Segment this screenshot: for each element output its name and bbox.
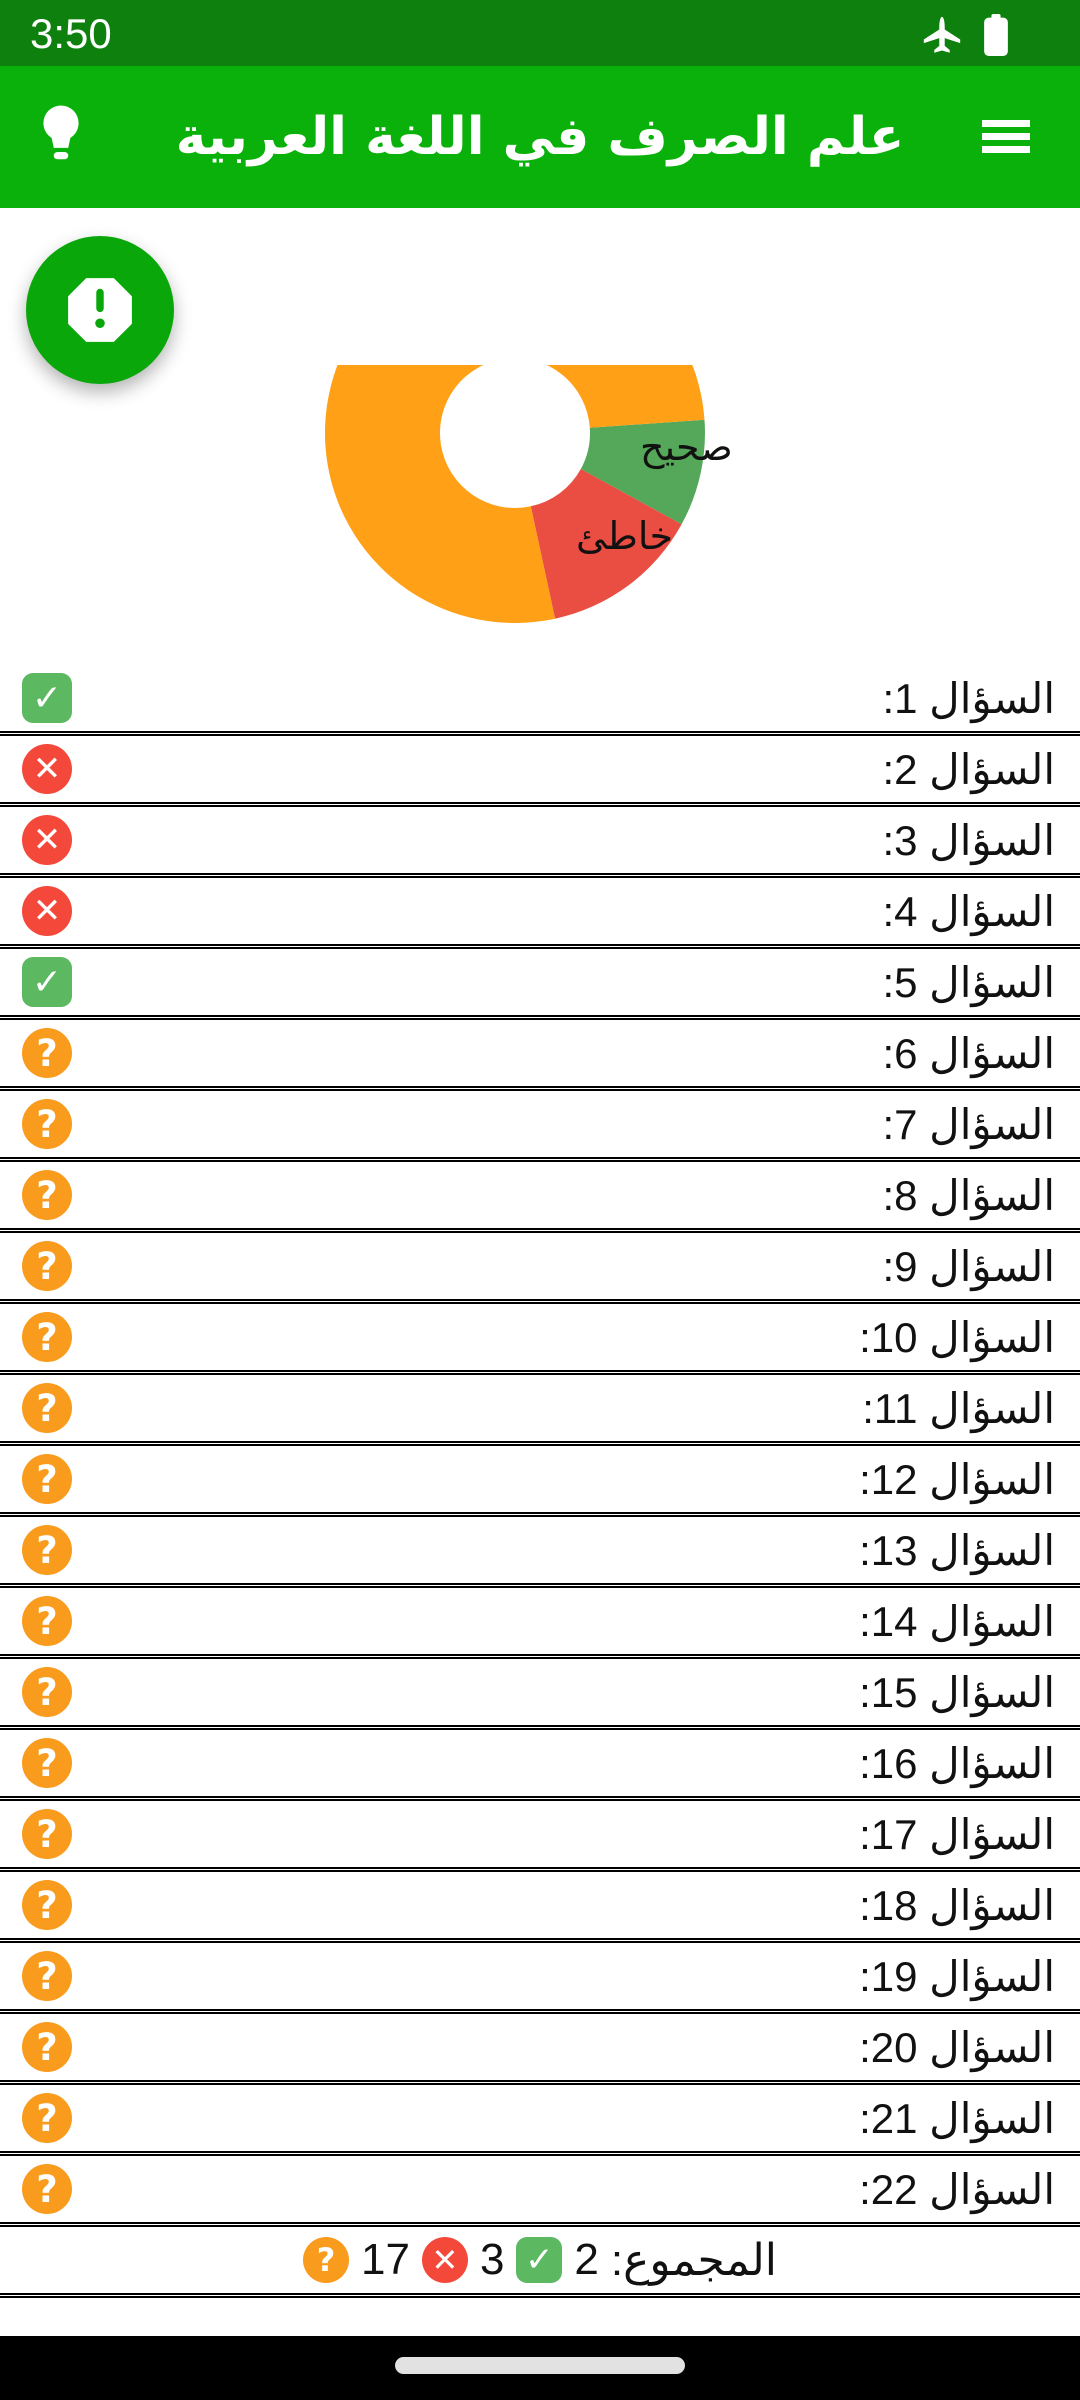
donut-segment xyxy=(580,419,705,525)
question-row[interactable]: ✕ السؤال 3: xyxy=(0,807,1080,878)
question-label: السؤال 9: xyxy=(882,1242,1055,1290)
question-row[interactable]: ? السؤال 22: xyxy=(0,2156,1080,2227)
question-row[interactable]: ✓ السؤال 5: xyxy=(0,949,1080,1020)
gesture-nav-handle[interactable] xyxy=(395,2357,685,2374)
app-bar: علم الصرف في اللغة العربية xyxy=(0,66,1080,208)
unanswered-icon: ? xyxy=(22,1241,72,1291)
question-label: السؤال 21: xyxy=(859,2094,1055,2142)
chart-label-correct: صحيح xyxy=(640,425,733,469)
unanswered-icon: ? xyxy=(22,1525,72,1575)
question-label: السؤال 15: xyxy=(859,1668,1055,1716)
clock: 3:50 xyxy=(30,10,112,57)
menu-icon xyxy=(982,120,1030,153)
question-row[interactable]: ? السؤال 15: xyxy=(0,1659,1080,1730)
question-label: السؤال 16: xyxy=(859,1739,1055,1787)
question-row[interactable]: ? السؤال 6: xyxy=(0,1020,1080,1091)
question-label: السؤال 11: xyxy=(862,1384,1055,1432)
question-row[interactable]: ? السؤال 20: xyxy=(0,2014,1080,2085)
question-row[interactable]: ? السؤال 18: xyxy=(0,1872,1080,1943)
correct-icon: ✓ xyxy=(22,957,72,1007)
donut-segment xyxy=(530,469,682,619)
question-label: السؤال 20: xyxy=(859,2023,1055,2071)
unanswered-icon: ? xyxy=(22,1667,72,1717)
unanswered-icon: ? xyxy=(302,2237,349,2283)
unanswered-icon: ? xyxy=(22,1738,72,1788)
question-row[interactable]: ? السؤال 11: xyxy=(0,1375,1080,1446)
question-label: السؤال 8: xyxy=(882,1171,1055,1219)
wrong-icon: ✕ xyxy=(421,2237,468,2283)
status-bar: 3:50 xyxy=(0,0,1080,66)
wrong-icon: ✕ xyxy=(22,815,72,865)
menu-button[interactable] xyxy=(982,120,1030,153)
unanswered-icon: ? xyxy=(22,1028,72,1078)
question-label: السؤال 5: xyxy=(882,958,1055,1006)
unanswered-icon: ? xyxy=(22,1099,72,1149)
question-label: السؤال 3: xyxy=(882,816,1055,864)
question-label: السؤال 12: xyxy=(859,1455,1055,1503)
question-label: السؤال 1: xyxy=(882,674,1055,722)
question-row[interactable]: ? السؤال 17: xyxy=(0,1801,1080,1872)
lightbulb-icon xyxy=(43,105,79,160)
question-row[interactable]: ? السؤال 16: xyxy=(0,1730,1080,1801)
unanswered-count: 17 xyxy=(360,2235,410,2284)
question-label: السؤال 7: xyxy=(882,1100,1055,1148)
wrong-icon: ✕ xyxy=(22,744,72,794)
wrong-icon: ✕ xyxy=(22,886,72,936)
unanswered-icon: ? xyxy=(22,1170,72,1220)
question-row[interactable]: ✓ السؤال 1: xyxy=(0,665,1080,736)
question-row[interactable]: ? السؤال 12: xyxy=(0,1446,1080,1517)
unanswered-icon: ? xyxy=(22,2093,72,2143)
unanswered-icon: ? xyxy=(22,1951,72,2001)
question-row[interactable]: ? السؤال 21: xyxy=(0,2085,1080,2156)
summary-row: المجموع: 2 ✓ 3 ✕ 17 ? xyxy=(0,2227,1080,2298)
question-label: السؤال 14: xyxy=(859,1597,1055,1645)
results-donut-chart xyxy=(324,242,705,623)
question-label: السؤال 4: xyxy=(882,887,1055,935)
wrong-count: 3 xyxy=(479,2235,505,2284)
unanswered-icon: ? xyxy=(22,1880,72,1930)
report-octagon-icon xyxy=(68,278,132,342)
question-row[interactable]: ✕ السؤال 4: xyxy=(0,878,1080,949)
question-row[interactable]: ? السؤال 13: xyxy=(0,1517,1080,1588)
question-row[interactable]: ? السؤال 8: xyxy=(0,1162,1080,1233)
question-label: السؤال 10: xyxy=(859,1313,1055,1361)
question-list: ✓ السؤال 1: ✕ السؤال 2: ✕ السؤال 3: ✕ ال… xyxy=(0,665,1080,2298)
question-label: السؤال 19: xyxy=(859,1952,1055,2000)
question-label: السؤال 2: xyxy=(882,745,1055,793)
question-row[interactable]: ? السؤال 19: xyxy=(0,1943,1080,2014)
question-row[interactable]: ? السؤال 7: xyxy=(0,1091,1080,1162)
question-label: السؤال 13: xyxy=(859,1526,1055,1574)
chart-label-wrong: خاطئ xyxy=(576,514,673,558)
unanswered-icon: ? xyxy=(22,1596,72,1646)
unanswered-icon: ? xyxy=(22,1454,72,1504)
airplane-icon xyxy=(923,16,961,53)
unanswered-icon: ? xyxy=(22,2164,72,2214)
unanswered-icon: ? xyxy=(22,1809,72,1859)
question-row[interactable]: ✕ السؤال 2: xyxy=(0,736,1080,807)
correct-count: 2 xyxy=(574,2235,599,2284)
unanswered-icon: ? xyxy=(22,2022,72,2072)
correct-icon: ✓ xyxy=(22,673,72,723)
correct-icon: ✓ xyxy=(516,2237,563,2283)
report-fab-button[interactable] xyxy=(26,236,174,384)
summary-label: المجموع: xyxy=(610,2235,778,2285)
page-title: علم الصرف في اللغة العربية xyxy=(175,107,905,167)
status-bar-icons xyxy=(922,14,1008,56)
question-label: السؤال 22: xyxy=(859,2165,1055,2213)
hint-lightbulb-button[interactable] xyxy=(40,105,82,169)
gesture-nav-bar xyxy=(0,2336,1080,2400)
question-row[interactable]: ? السؤال 10: xyxy=(0,1304,1080,1375)
donut-chart-svg xyxy=(324,242,705,623)
unanswered-icon: ? xyxy=(22,1312,72,1362)
question-label: السؤال 6: xyxy=(882,1029,1055,1077)
question-row[interactable]: ? السؤال 9: xyxy=(0,1233,1080,1304)
question-label: السؤال 17: xyxy=(859,1810,1055,1858)
question-row[interactable]: ? السؤال 14: xyxy=(0,1588,1080,1659)
battery-full-icon xyxy=(984,14,1008,56)
unanswered-icon: ? xyxy=(22,1383,72,1433)
question-label: السؤال 18: xyxy=(859,1881,1055,1929)
